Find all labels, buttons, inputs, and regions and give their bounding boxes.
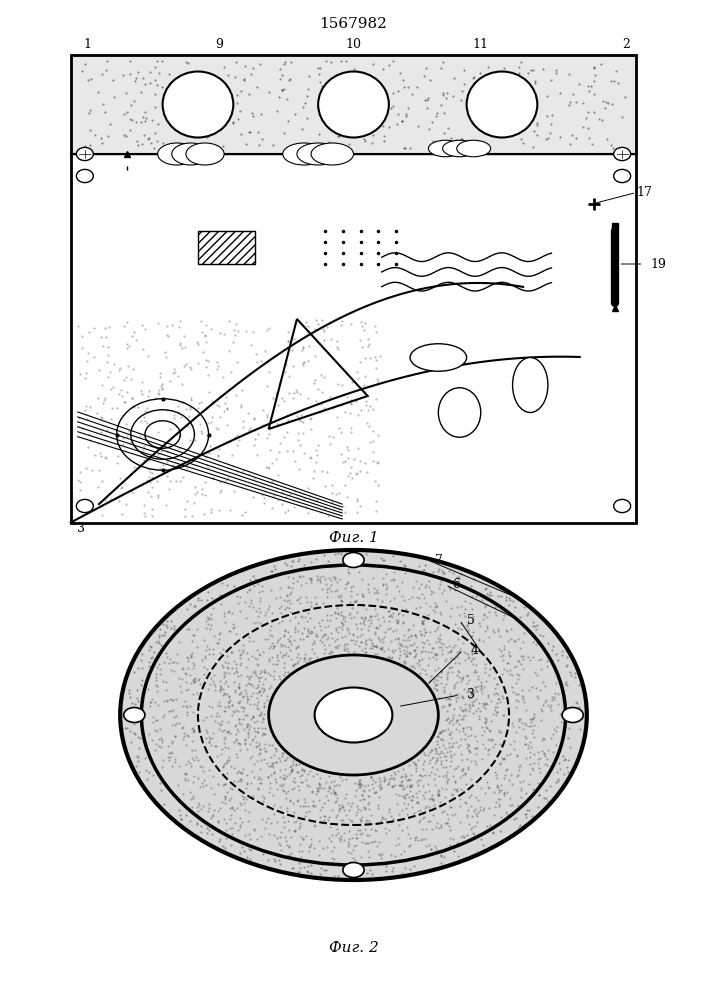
Circle shape [120, 550, 587, 880]
Circle shape [315, 688, 392, 742]
Ellipse shape [311, 143, 354, 165]
Circle shape [614, 169, 631, 183]
Ellipse shape [428, 140, 462, 157]
Text: 10: 10 [346, 37, 361, 50]
Ellipse shape [283, 143, 325, 165]
Text: 17: 17 [636, 186, 652, 199]
Circle shape [76, 499, 93, 513]
Ellipse shape [443, 140, 477, 157]
Ellipse shape [410, 344, 467, 371]
Circle shape [76, 169, 93, 183]
Ellipse shape [513, 358, 548, 412]
Text: 3: 3 [77, 522, 85, 534]
Bar [71, 55, 636, 154]
Text: 1: 1 [84, 37, 92, 50]
Text: Фиг. 2: Фиг. 2 [329, 941, 378, 955]
Ellipse shape [318, 72, 389, 137]
Text: 5: 5 [467, 613, 474, 626]
Text: 4: 4 [470, 644, 478, 656]
Text: 11: 11 [473, 37, 489, 50]
Circle shape [614, 499, 631, 513]
Circle shape [614, 147, 631, 161]
Ellipse shape [186, 143, 224, 165]
Bar [198, 231, 255, 264]
Circle shape [343, 862, 364, 878]
Ellipse shape [163, 72, 233, 137]
Ellipse shape [297, 143, 339, 165]
Ellipse shape [172, 143, 210, 165]
Circle shape [76, 147, 93, 161]
Bar [71, 55, 636, 522]
Text: 19: 19 [650, 257, 666, 270]
Circle shape [124, 708, 145, 722]
Ellipse shape [467, 72, 537, 137]
Circle shape [562, 708, 583, 722]
Text: 9: 9 [215, 37, 223, 50]
Text: 3: 3 [467, 688, 474, 702]
Text: 1567982: 1567982 [320, 16, 387, 30]
Text: 2: 2 [622, 37, 630, 50]
Circle shape [343, 552, 364, 568]
Text: Фиг. 1: Фиг. 1 [329, 530, 378, 544]
Ellipse shape [438, 388, 481, 437]
Text: 6: 6 [452, 578, 460, 591]
Text: 7: 7 [435, 554, 443, 566]
Ellipse shape [158, 143, 196, 165]
Ellipse shape [457, 140, 491, 157]
